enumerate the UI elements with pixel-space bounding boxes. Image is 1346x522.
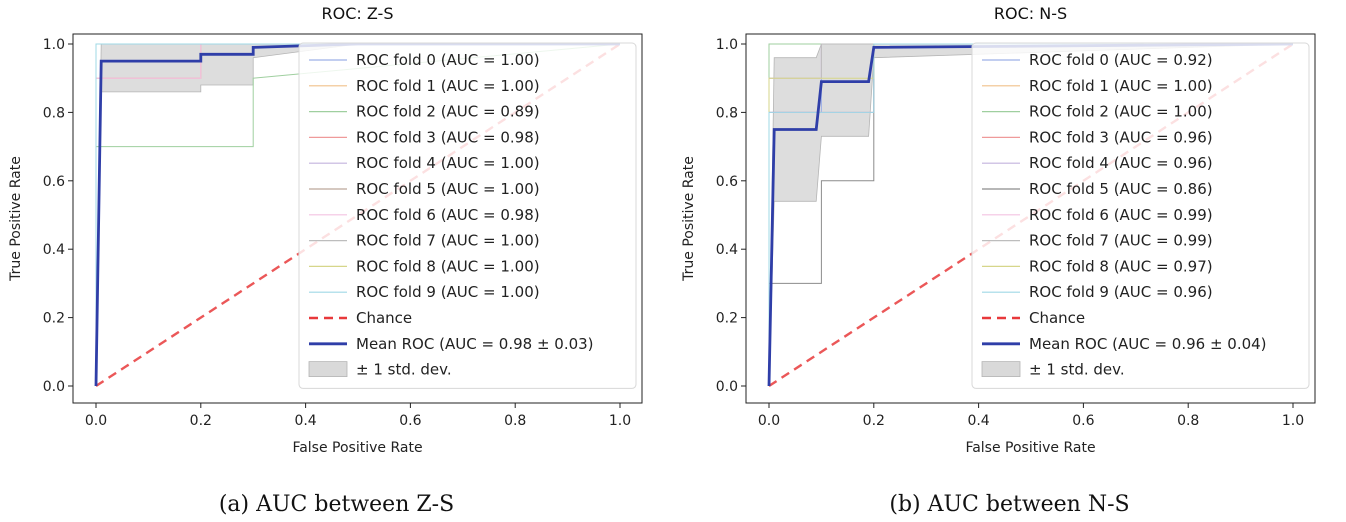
x-tick-label: 0.6 [399, 413, 421, 429]
legend-fold-6-label: ROC fold 6 (AUC = 0.98) [356, 206, 540, 224]
y-tick-label: 0.2 [43, 311, 65, 327]
legend-fold-8-label: ROC fold 8 (AUC = 0.97) [1029, 257, 1213, 275]
x-tick-label: 0.8 [1177, 413, 1199, 429]
x-axis-label: False Positive Rate [292, 440, 422, 456]
legend-std-swatch [308, 361, 348, 378]
legend-fold-4-label: ROC fold 4 (AUC = 0.96) [1029, 154, 1213, 172]
legend-std-label: ± 1 std. dev. [1029, 361, 1125, 379]
legend-fold-5-label: ROC fold 5 (AUC = 1.00) [356, 180, 540, 198]
axes-frame [72, 33, 643, 404]
y-tick-label: 0.8 [43, 105, 65, 121]
y-tick-label: 1.0 [716, 37, 738, 53]
legend-fold-3-label: ROC fold 3 (AUC = 0.98) [356, 128, 540, 146]
caption-n-s: (b) AUC between N-S [889, 492, 1130, 517]
roc-chart-z-s: ROC: Z-S 0.0 0.2 0.4 0.6 0.8 1.0 0.0 0.2 0.4 0.6 0.… [8, 4, 643, 517]
roc-chart-n-s: ROC: N-S 0.0 0.2 0.4 0.6 0.8 1.0 0.0 0.2 0.4 0.6 0.… [673, 0, 1346, 522]
x-tick-label: 0.6 [1072, 413, 1094, 429]
legend-fold-5-label: ROC fold 5 (AUC = 0.86) [1029, 180, 1213, 198]
y-tick-label: 0.6 [716, 174, 738, 190]
x-tick-label: 1.0 [609, 413, 631, 429]
x-tick-label: 0.2 [190, 413, 212, 429]
roc-n-s-plot: ROC: N-S 0.0 0.2 0.4 0.6 0.8 1.0 0.0 0.2 0.4 0.6 0.… [681, 4, 1316, 456]
legend-box [971, 42, 1310, 389]
legend-chance-label: Chance [356, 309, 412, 327]
legend-mean-label: Mean ROC (AUC = 0.98 ± 0.03) [356, 335, 594, 353]
y-tick-label: 0.2 [716, 311, 738, 327]
x-axis-label: False Positive Rate [965, 440, 1095, 456]
y-axis-label: True Positive Rate [8, 156, 24, 282]
legend-mean-label: Mean ROC (AUC = 0.96 ± 0.04) [1029, 335, 1267, 353]
legend-fold-0-label: ROC fold 0 (AUC = 0.92) [1029, 51, 1213, 69]
legend-fold-0-label: ROC fold 0 (AUC = 1.00) [356, 51, 540, 69]
legend-fold-2-label: ROC fold 2 (AUC = 0.89) [356, 103, 540, 121]
axes-frame [745, 33, 1316, 404]
legend-fold-1-label: ROC fold 1 (AUC = 1.00) [1029, 77, 1213, 95]
x-tick-label: 1.0 [1282, 413, 1304, 429]
y-tick-label: 0.4 [716, 242, 738, 258]
y-tick-label: 0.6 [43, 174, 65, 190]
y-tick-label: 1.0 [43, 37, 65, 53]
chart-title: ROC: N-S [994, 4, 1067, 23]
legend-chance-label: Chance [1029, 309, 1085, 327]
y-tick-label: 0.0 [716, 379, 738, 395]
legend-fold-2-label: ROC fold 2 (AUC = 1.00) [1029, 103, 1213, 121]
legend-std-label: ± 1 std. dev. [356, 361, 452, 379]
legend-std-swatch [981, 361, 1021, 378]
chart-title: ROC: Z-S [322, 4, 394, 23]
y-tick-label: 0.0 [43, 379, 65, 395]
mean-roc-line [767, 42, 1294, 387]
x-tick-label: 0.0 [85, 413, 107, 429]
legend-box [298, 42, 637, 389]
legend-fold-9-label: ROC fold 9 (AUC = 0.96) [1029, 283, 1213, 301]
x-tick-label: 0.2 [863, 413, 885, 429]
legend-fold-8-label: ROC fold 8 (AUC = 1.00) [356, 257, 540, 275]
legend-fold-6-label: ROC fold 6 (AUC = 0.99) [1029, 206, 1213, 224]
y-tick-label: 0.8 [716, 105, 738, 121]
legend-fold-3-label: ROC fold 3 (AUC = 0.96) [1029, 128, 1213, 146]
x-tick-label: 0.0 [758, 413, 780, 429]
legend-fold-4-label: ROC fold 4 (AUC = 1.00) [356, 154, 540, 172]
x-tick-label: 0.8 [504, 413, 526, 429]
caption-z-s: (a) AUC between Z-S [218, 492, 455, 517]
legend-fold-1-label: ROC fold 1 (AUC = 1.00) [356, 77, 540, 95]
legend-fold-7-label: ROC fold 7 (AUC = 0.99) [1029, 232, 1213, 250]
y-axis-label: True Positive Rate [681, 156, 697, 282]
x-tick-label: 0.4 [294, 413, 316, 429]
x-tick-label: 0.4 [967, 413, 989, 429]
legend-fold-7-label: ROC fold 7 (AUC = 1.00) [356, 232, 540, 250]
legend-fold-9-label: ROC fold 9 (AUC = 1.00) [356, 283, 540, 301]
roc-z-s-plot: ROC: Z-S 0.0 0.2 0.4 0.6 0.8 1.0 0.0 0.2 0.4 0.6 0.… [8, 4, 643, 456]
y-tick-label: 0.4 [43, 242, 65, 258]
